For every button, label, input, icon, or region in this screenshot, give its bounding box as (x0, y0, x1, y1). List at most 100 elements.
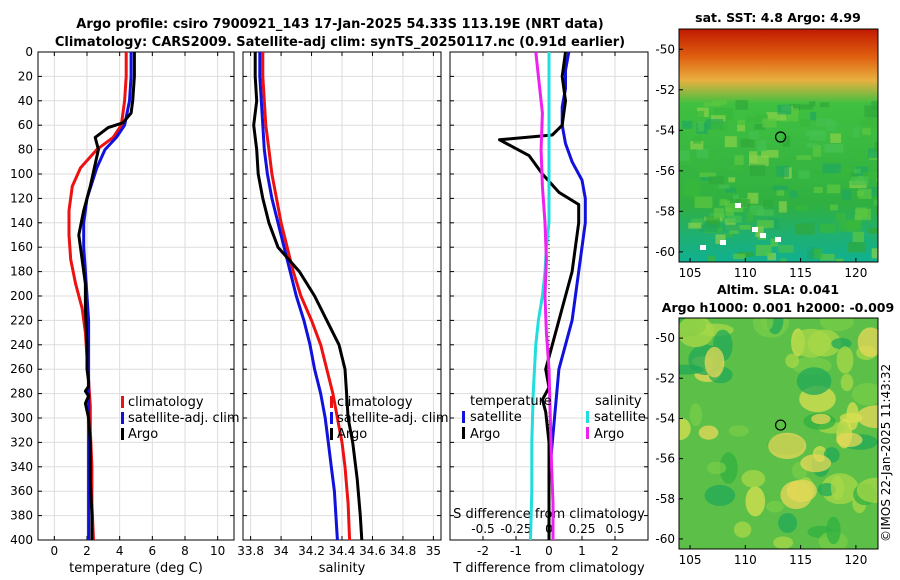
sla-blob (679, 417, 691, 441)
sst-cell (755, 245, 772, 256)
y-tick-label: 80 (18, 143, 33, 157)
sla-blob (773, 536, 794, 549)
y-tick-label: 160 (10, 240, 33, 254)
sst-cell (699, 164, 709, 172)
map-y-tick-label: -50 (655, 331, 675, 345)
map-x-tick-label: 110 (734, 553, 757, 567)
sst-cell (697, 121, 704, 132)
y-tick-label: 340 (10, 460, 33, 474)
sst-cell (733, 253, 746, 260)
sst-cell (845, 172, 858, 179)
legend-swatch-temp-argo (462, 427, 465, 439)
legend-swatch-satellite (121, 412, 124, 424)
series-group (498, 52, 587, 540)
legend-header-temperature: temperature (470, 394, 552, 409)
legend-label-climatology: climatology (337, 395, 413, 410)
series-line-salinity-satellite (529, 52, 551, 540)
sst-cell (763, 199, 773, 208)
series-group (67, 52, 136, 540)
temperature-panel: 0 2 4 6 8 10020406080100120140160180200220240… (10, 45, 235, 576)
figure-title-line1: Argo profile: csiro 7900921_143 17-Jan-2… (76, 17, 603, 32)
sst-cell (756, 139, 767, 152)
sst-cell (786, 108, 799, 114)
sst-cell (714, 108, 734, 120)
sst-cell (683, 185, 701, 197)
secondary-x-tick-label: 0.25 (569, 522, 596, 536)
legend-swatch-sal-argo (586, 427, 589, 439)
sla-blob (704, 484, 736, 506)
sla-map-title: Altim. SLA: 0.041 (717, 282, 839, 297)
sla-field-texture (679, 318, 878, 549)
sst-cell (695, 110, 705, 118)
argo-float-marker (775, 131, 787, 143)
sst-cell (798, 170, 810, 179)
sla-map-subtitle: Argo h1000: 0.001 h2000: -0.009 (662, 300, 894, 315)
x-tick-label: 2 (611, 544, 619, 558)
sla-blob (811, 413, 831, 425)
legend-header-salinity: salinity (595, 394, 642, 409)
x-tick-label: 8 (181, 544, 189, 558)
series-line-climatology (261, 52, 352, 540)
sst-cell (679, 150, 690, 162)
x-tick-label: 33.8 (237, 544, 264, 558)
series-line-temperature-satellite (547, 52, 587, 540)
sst-cell (703, 102, 721, 107)
sla-blob (760, 318, 774, 331)
map-x-tick-label: 110 (734, 266, 757, 280)
map-x-tick-label: 115 (789, 266, 812, 280)
sst-cell (708, 152, 716, 160)
y-tick-label: 20 (18, 69, 33, 83)
sst-cell (746, 211, 753, 223)
x-axis-label: T difference from climatology (452, 561, 645, 576)
sst-cell (681, 120, 693, 129)
sst-cell (749, 136, 760, 148)
sst-cell (778, 245, 794, 253)
map-y-tick-label: -58 (655, 204, 675, 218)
sst-cell (862, 126, 871, 135)
x-axis-label: salinity (319, 561, 366, 576)
x-tick-label: 2 (83, 544, 91, 558)
sst-cell (848, 242, 866, 253)
series-line-satellite-adj-clim (258, 52, 339, 540)
x-tick-label: 0 (51, 544, 59, 558)
sst-cell (718, 184, 730, 189)
sst-cell (877, 102, 878, 109)
sst-missing-cell (752, 227, 758, 232)
sst-cell (749, 155, 769, 166)
sst-cell (813, 248, 823, 259)
series-line-salinity-argo (534, 52, 555, 540)
sst-cell (708, 176, 724, 185)
x-tick-label: -1 (510, 544, 522, 558)
sla-blob (679, 318, 714, 348)
x-tick-label: 35 (426, 544, 441, 558)
sst-cell (806, 142, 818, 148)
legend-label-satellite: satellite-adj. clim (128, 411, 240, 426)
sla-blob (698, 425, 719, 440)
sst-cell (798, 104, 814, 110)
map-y-tick-label: -50 (655, 42, 675, 56)
x-tick-label: 34.2 (298, 544, 325, 558)
x-axis-label: temperature (deg C) (69, 561, 203, 576)
sst-cell (782, 135, 791, 147)
legend-label-sal-satellite: satellite (594, 410, 646, 425)
y-tick-label: 400 (10, 533, 33, 547)
sst-cell (728, 164, 742, 171)
sst-missing-cell (720, 240, 726, 245)
sst-cell (776, 165, 789, 178)
legend-swatch-sal-satellite (586, 411, 589, 423)
map-y-tick-label: -54 (655, 123, 675, 137)
sst-cell (853, 168, 861, 174)
sst-cell (732, 194, 739, 201)
x-tick-label: 1 (578, 544, 586, 558)
secondary-x-tick-label: -0.5 (471, 522, 494, 536)
sst-cell (830, 204, 838, 211)
legend-swatch-climatology (121, 396, 124, 408)
secondary-x-tick-label: 0.5 (605, 522, 624, 536)
sst-cell (767, 252, 776, 261)
sst-cell (796, 155, 812, 160)
sst-cell (755, 226, 764, 237)
sst-cell (746, 116, 763, 123)
x-tick-label: 0 (545, 544, 553, 558)
